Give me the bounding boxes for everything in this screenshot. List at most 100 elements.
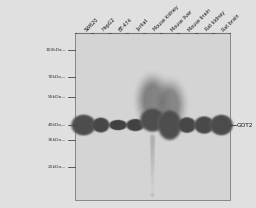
Ellipse shape bbox=[195, 117, 213, 133]
Ellipse shape bbox=[72, 115, 95, 135]
Ellipse shape bbox=[126, 119, 144, 131]
Ellipse shape bbox=[151, 76, 189, 134]
Ellipse shape bbox=[128, 120, 143, 130]
Ellipse shape bbox=[179, 118, 195, 132]
Text: 35kDa—: 35kDa— bbox=[48, 138, 66, 142]
Ellipse shape bbox=[151, 174, 155, 179]
Ellipse shape bbox=[150, 136, 155, 142]
Ellipse shape bbox=[209, 114, 233, 136]
Ellipse shape bbox=[139, 108, 166, 132]
Ellipse shape bbox=[178, 117, 196, 133]
Ellipse shape bbox=[150, 151, 155, 157]
Ellipse shape bbox=[75, 117, 92, 133]
Ellipse shape bbox=[126, 119, 144, 131]
Ellipse shape bbox=[161, 113, 178, 137]
Text: SW620: SW620 bbox=[84, 17, 99, 32]
Ellipse shape bbox=[125, 118, 145, 132]
Ellipse shape bbox=[212, 116, 231, 134]
Ellipse shape bbox=[128, 120, 143, 130]
Ellipse shape bbox=[196, 117, 213, 133]
Ellipse shape bbox=[195, 117, 214, 133]
Ellipse shape bbox=[150, 144, 155, 149]
Bar bbox=[75, 33, 230, 200]
Ellipse shape bbox=[193, 116, 215, 135]
Ellipse shape bbox=[109, 120, 127, 130]
Ellipse shape bbox=[159, 112, 180, 138]
Ellipse shape bbox=[125, 119, 145, 131]
Ellipse shape bbox=[151, 169, 155, 174]
Ellipse shape bbox=[93, 118, 108, 132]
Ellipse shape bbox=[177, 116, 197, 134]
Ellipse shape bbox=[110, 120, 126, 130]
Ellipse shape bbox=[196, 118, 212, 132]
Ellipse shape bbox=[91, 117, 110, 133]
Ellipse shape bbox=[93, 118, 109, 132]
Ellipse shape bbox=[71, 114, 96, 136]
Ellipse shape bbox=[150, 134, 155, 139]
Ellipse shape bbox=[211, 116, 232, 134]
Ellipse shape bbox=[138, 107, 167, 133]
Ellipse shape bbox=[179, 118, 195, 132]
Ellipse shape bbox=[94, 119, 108, 131]
Ellipse shape bbox=[150, 164, 155, 169]
Text: GOT2: GOT2 bbox=[237, 123, 253, 128]
Ellipse shape bbox=[94, 119, 108, 131]
Ellipse shape bbox=[141, 81, 164, 119]
Ellipse shape bbox=[109, 120, 127, 130]
Ellipse shape bbox=[110, 120, 126, 130]
Text: HepG2: HepG2 bbox=[101, 17, 116, 32]
Ellipse shape bbox=[126, 119, 145, 131]
Ellipse shape bbox=[110, 120, 127, 130]
Ellipse shape bbox=[142, 83, 163, 117]
Ellipse shape bbox=[161, 90, 178, 120]
Ellipse shape bbox=[150, 149, 155, 154]
Ellipse shape bbox=[150, 159, 155, 164]
Ellipse shape bbox=[156, 108, 183, 142]
Ellipse shape bbox=[180, 118, 194, 132]
Ellipse shape bbox=[160, 113, 179, 137]
Ellipse shape bbox=[136, 75, 168, 125]
Ellipse shape bbox=[179, 118, 195, 132]
Ellipse shape bbox=[157, 110, 182, 140]
Ellipse shape bbox=[141, 109, 164, 131]
Ellipse shape bbox=[143, 110, 162, 130]
Ellipse shape bbox=[209, 114, 234, 136]
Ellipse shape bbox=[109, 120, 127, 130]
Ellipse shape bbox=[151, 179, 154, 184]
Ellipse shape bbox=[208, 114, 234, 136]
Ellipse shape bbox=[92, 118, 110, 132]
Ellipse shape bbox=[213, 117, 230, 133]
Ellipse shape bbox=[127, 119, 144, 131]
Ellipse shape bbox=[194, 116, 214, 134]
Ellipse shape bbox=[157, 109, 183, 141]
Ellipse shape bbox=[73, 116, 94, 134]
Ellipse shape bbox=[109, 120, 127, 130]
Ellipse shape bbox=[197, 118, 211, 132]
Ellipse shape bbox=[151, 177, 154, 182]
Ellipse shape bbox=[213, 117, 230, 133]
Ellipse shape bbox=[128, 120, 142, 130]
Ellipse shape bbox=[160, 112, 179, 138]
Ellipse shape bbox=[144, 111, 161, 129]
Text: BT-474: BT-474 bbox=[118, 17, 134, 32]
Text: Rat brain: Rat brain bbox=[221, 13, 241, 32]
Ellipse shape bbox=[177, 117, 197, 133]
Ellipse shape bbox=[150, 161, 155, 167]
Ellipse shape bbox=[157, 109, 183, 141]
Ellipse shape bbox=[158, 110, 181, 140]
Ellipse shape bbox=[158, 110, 182, 140]
Ellipse shape bbox=[92, 118, 109, 132]
Text: Mouse kidney: Mouse kidney bbox=[153, 5, 180, 32]
Text: Jurkat: Jurkat bbox=[135, 19, 149, 32]
Ellipse shape bbox=[70, 114, 97, 136]
Ellipse shape bbox=[70, 114, 97, 136]
Ellipse shape bbox=[94, 119, 108, 131]
Ellipse shape bbox=[151, 193, 155, 197]
Text: 70kDa—: 70kDa— bbox=[48, 75, 66, 79]
Ellipse shape bbox=[210, 115, 233, 135]
Ellipse shape bbox=[91, 117, 111, 133]
Ellipse shape bbox=[161, 113, 179, 137]
Ellipse shape bbox=[134, 71, 172, 129]
Ellipse shape bbox=[110, 120, 126, 130]
Ellipse shape bbox=[195, 117, 214, 134]
